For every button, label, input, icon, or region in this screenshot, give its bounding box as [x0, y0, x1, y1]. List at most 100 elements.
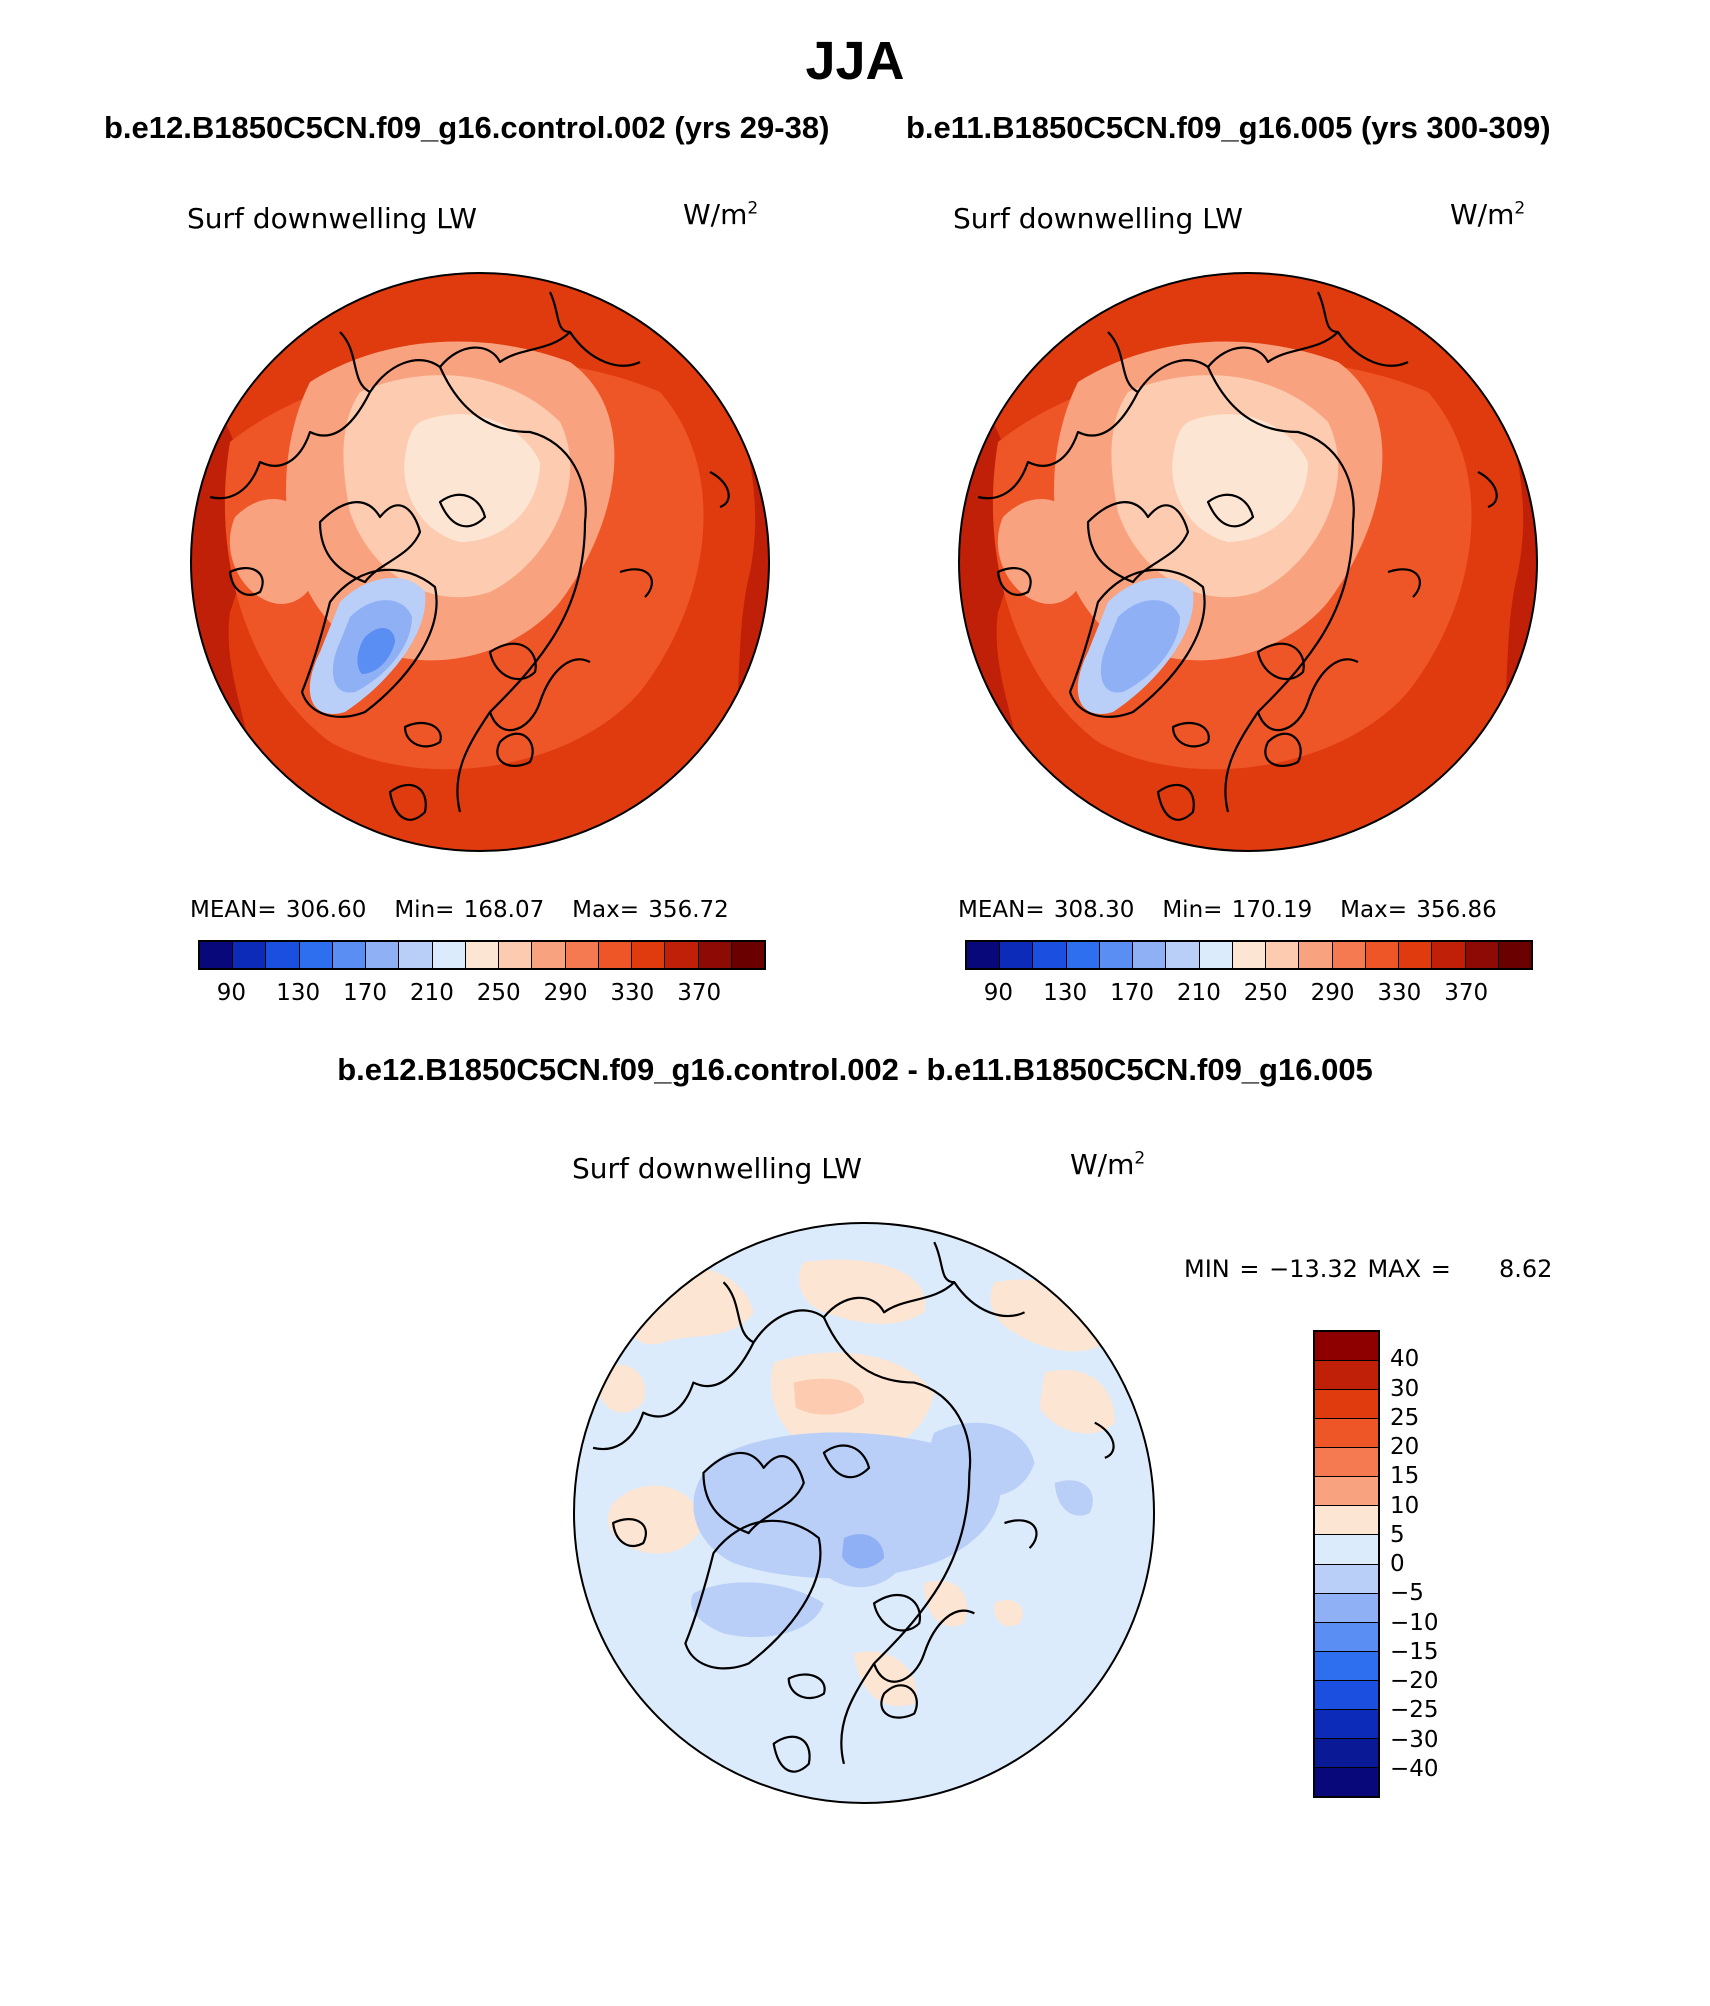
coastline	[549, 291, 571, 334]
panel-2-colorbar-ticks: 90 130 170 210 250 290 330 370	[965, 980, 1533, 1010]
coastline	[496, 732, 534, 767]
coastline	[787, 1673, 826, 1700]
dfill-pos-strong-region	[793, 1378, 864, 1415]
colorbar-swatch	[499, 942, 533, 968]
colorbar-tick-label: 210	[409, 980, 454, 1006]
colorbar-tick-label: 10	[1390, 1492, 1420, 1519]
colorbar-tick-label: 130	[276, 980, 321, 1006]
colorbar-swatch	[565, 942, 599, 968]
colorbar-swatch	[1315, 1361, 1378, 1391]
colorbar-swatch	[665, 942, 699, 968]
colorbar-tick-label: −10	[1390, 1609, 1439, 1636]
season-title: JJA	[805, 31, 905, 91]
coastline	[1156, 783, 1195, 821]
colorbar-tick-label: −15	[1390, 1638, 1439, 1665]
coastline	[1206, 366, 1355, 813]
colorbar-tick-label: 20	[1390, 1434, 1420, 1460]
coastline	[872, 1593, 922, 1632]
colorbar-tick-label: 250	[476, 980, 521, 1006]
coastline	[880, 1684, 918, 1719]
colorbar-tick-label: 370	[677, 980, 722, 1006]
dfill-pos-region	[994, 1600, 1023, 1627]
fill-light-region	[229, 498, 321, 604]
colorbar-swatch	[465, 942, 500, 968]
coastline	[388, 783, 427, 821]
dfill-pos-region	[1039, 1369, 1115, 1434]
colorbar-tick-label: 330	[1377, 980, 1422, 1006]
coastline	[1206, 493, 1255, 528]
coastline	[772, 1735, 811, 1773]
coastline	[1094, 1421, 1115, 1459]
colorbar-swatch	[233, 942, 267, 968]
colorbar-tick-label: 170	[1110, 980, 1154, 1006]
coastline	[438, 366, 587, 813]
coastline	[1387, 568, 1421, 598]
colorbar-tick-label: 330	[610, 980, 655, 1006]
colorbar-swatch	[1000, 942, 1034, 968]
colorbar-tick-label: −20	[1390, 1668, 1439, 1694]
coastline	[722, 1281, 1026, 1344]
colorbar-tick-label: 250	[1243, 980, 1288, 1006]
colorbar-swatch	[1315, 1448, 1378, 1478]
coastline	[318, 501, 422, 584]
colorbar-swatch	[967, 942, 1001, 968]
colorbar-swatch	[1315, 1564, 1378, 1594]
fill-light-region	[997, 498, 1089, 604]
coastline	[702, 1451, 805, 1535]
colorbar-swatch	[1332, 942, 1366, 968]
colorbar-tick-label: 170	[343, 980, 387, 1006]
panel-1-stats: MEAN= 306.60 Min= 168.07 Max= 356.72	[190, 897, 729, 923]
coastline	[228, 567, 264, 596]
colorbar-swatch	[1315, 1390, 1378, 1420]
dfill-neg-region	[1054, 1480, 1093, 1516]
coastline	[1317, 291, 1339, 334]
coastline	[300, 568, 438, 718]
colorbar-tick-label: 30	[1390, 1375, 1420, 1402]
colorbar-tick-label: 25	[1390, 1404, 1420, 1431]
colorbar-tick-label: 290	[543, 980, 588, 1006]
panel-2-stats: MEAN= 308.30 Min= 170.19 Max= 356.86	[958, 897, 1497, 923]
colorbar-tick-label: 130	[1043, 980, 1088, 1006]
colorbar-tick-label: 370	[1444, 980, 1489, 1006]
colorbar-swatch	[1315, 1593, 1378, 1623]
panel-2-variable-label: Surf downwelling LW	[953, 202, 1243, 235]
colorbar-swatch	[1315, 1738, 1378, 1768]
colorbar-swatch	[1315, 1709, 1378, 1739]
coastline	[1477, 471, 1498, 509]
panel-2-polar-map	[958, 272, 1538, 852]
coastline	[709, 471, 730, 509]
colorbar-swatch	[598, 942, 633, 968]
colorbar-tick-label: −25	[1390, 1697, 1439, 1724]
colorbar-swatch	[731, 942, 764, 968]
colorbar-swatch	[698, 942, 732, 968]
colorbar-tick-label: 5	[1390, 1521, 1405, 1548]
colorbar-swatch	[432, 942, 466, 968]
colorbar-swatch	[1498, 942, 1531, 968]
colorbar-swatch	[299, 942, 333, 968]
coastline	[438, 493, 487, 528]
fill-palest-region	[404, 414, 540, 542]
colorbar-swatch	[1465, 942, 1499, 968]
panel-1-colorbar-ticks: 90 130 170 210 250 290 330 370	[198, 980, 766, 1010]
colorbar-swatch	[1099, 942, 1134, 968]
panel-1-variable-label: Surf downwelling LW	[187, 202, 477, 235]
colorbar-tick-label: 290	[1310, 980, 1355, 1006]
coastline	[996, 567, 1032, 596]
coastline	[619, 568, 653, 598]
difference-colorbar-ticks: 40 30 25 20 15 10 5 0 −5 −10 −15 −20 −25 −30 −40	[1390, 1330, 1470, 1798]
coastline	[977, 391, 1139, 500]
colorbar-swatch	[399, 942, 433, 968]
colorbar-swatch	[266, 942, 300, 968]
panel-1-case-title: b.e12.B1850C5CN.f09_g16.control.002 (yrs…	[104, 110, 830, 145]
coastline	[1004, 1519, 1038, 1549]
coastline	[592, 1341, 755, 1450]
colorbar-swatch	[632, 942, 666, 968]
colorbar-tick-label: −30	[1390, 1726, 1439, 1753]
colorbar-tick-label: 15	[1390, 1463, 1420, 1490]
coastline	[1256, 658, 1359, 732]
colorbar-tick-label: 0	[1390, 1551, 1405, 1577]
difference-colorbar	[1313, 1330, 1380, 1798]
coastline	[488, 642, 537, 681]
colorbar-swatch	[1299, 942, 1333, 968]
colorbar-swatch	[1199, 942, 1233, 968]
